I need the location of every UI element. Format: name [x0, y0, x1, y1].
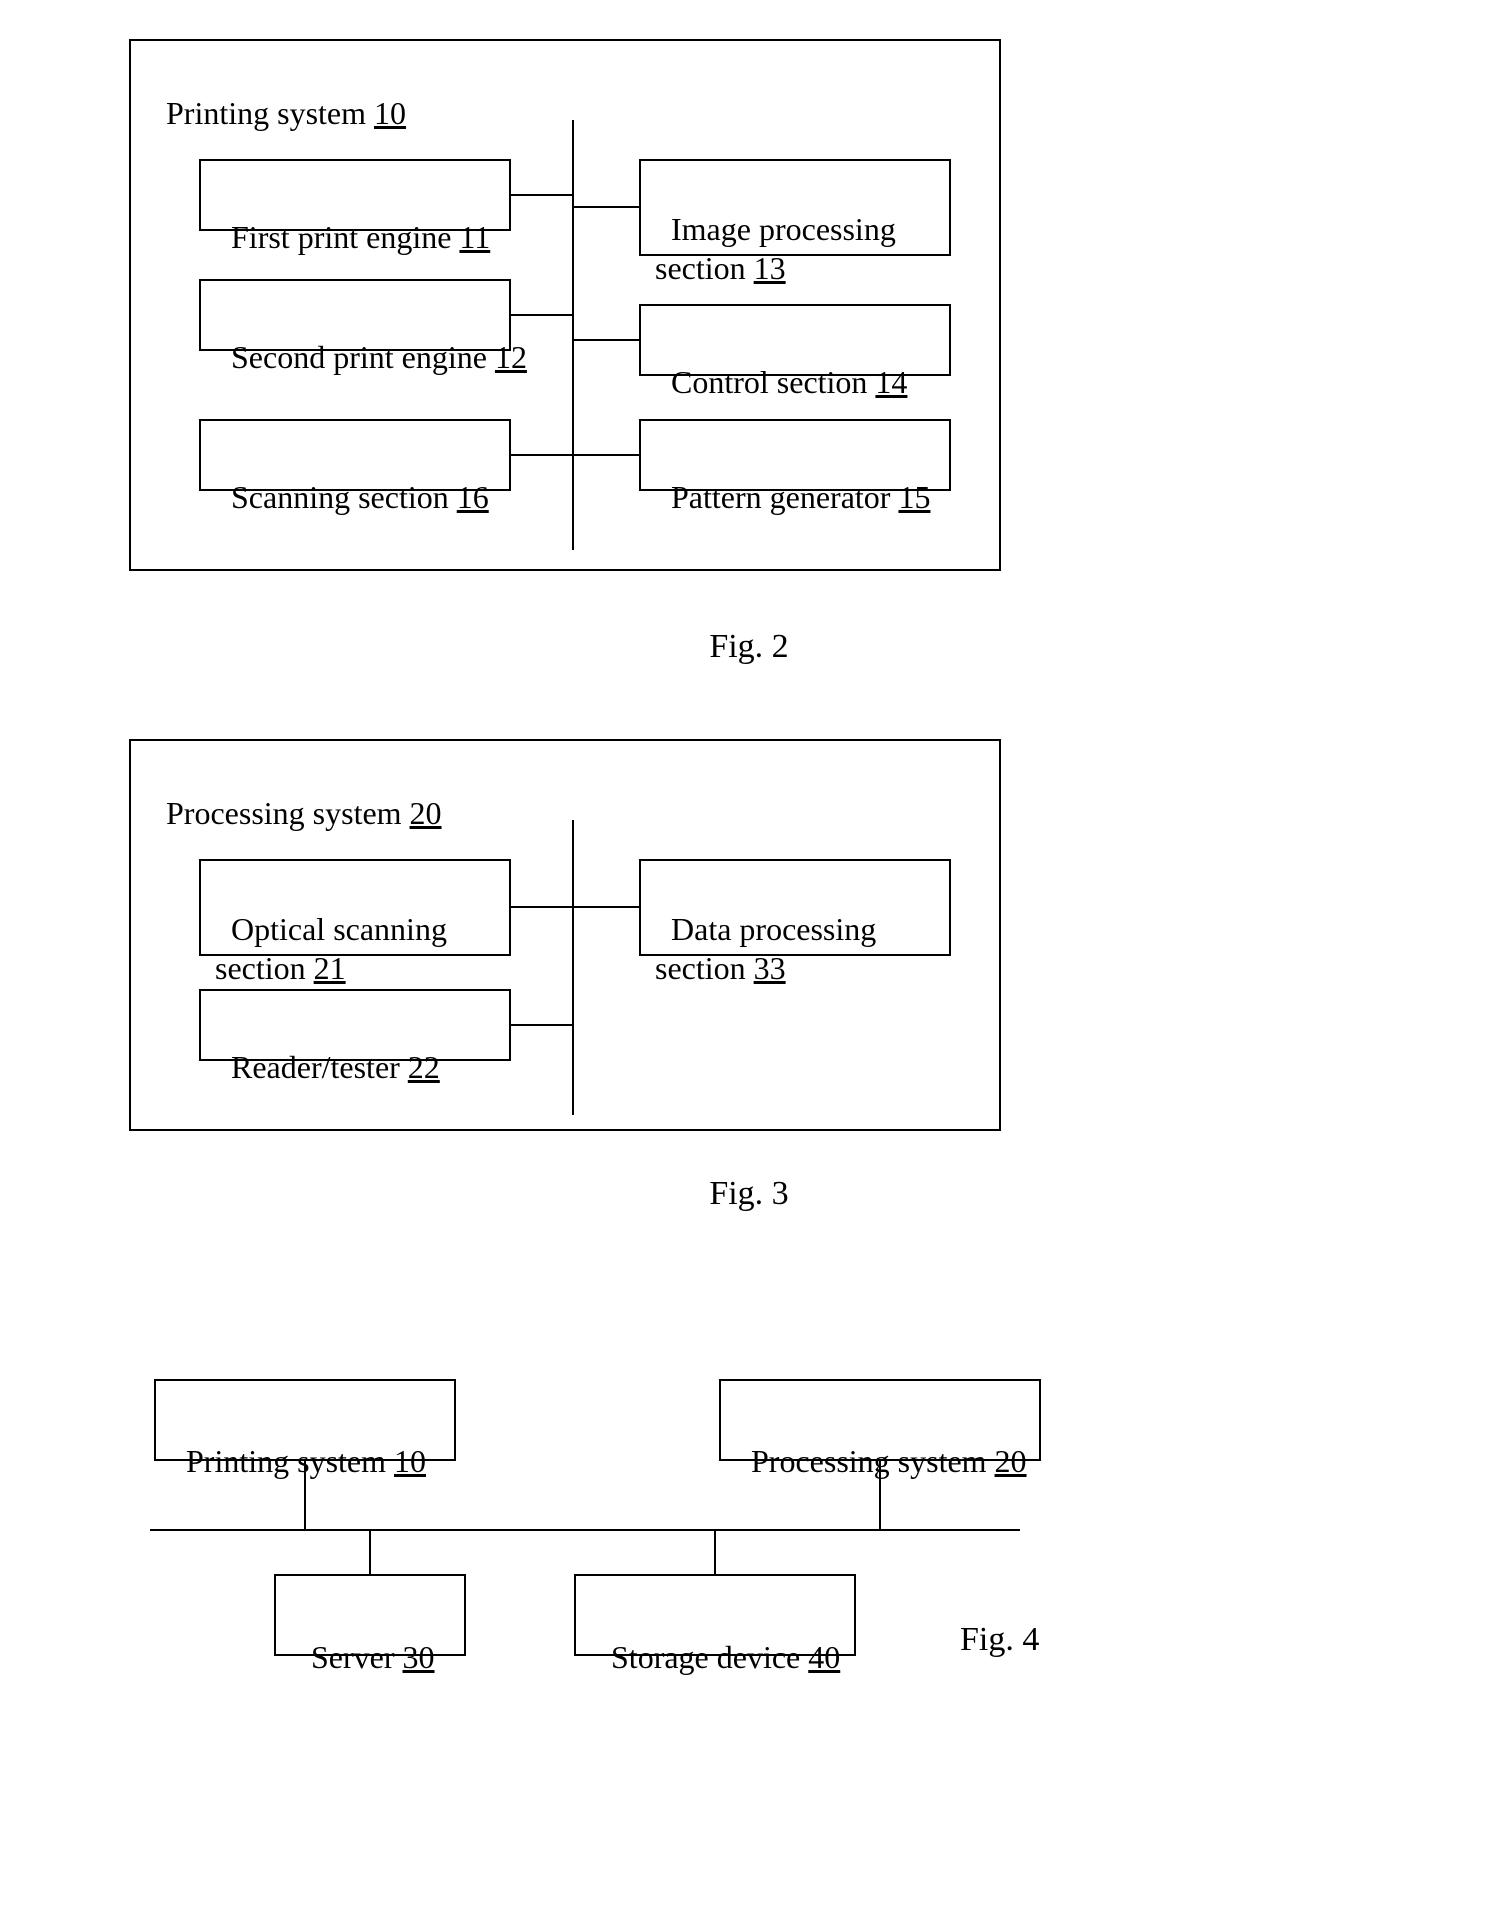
fig4-caption: Fig. 4: [960, 1620, 1039, 1661]
fig4-label-server: Server 30: [295, 1600, 435, 1677]
fig4-label-storage-device: Storage device 40: [595, 1600, 840, 1677]
fig4-label-processing-system: Processing system 20: [735, 1404, 1027, 1481]
fig4-label-printing-system: Printing system 10: [170, 1404, 426, 1481]
